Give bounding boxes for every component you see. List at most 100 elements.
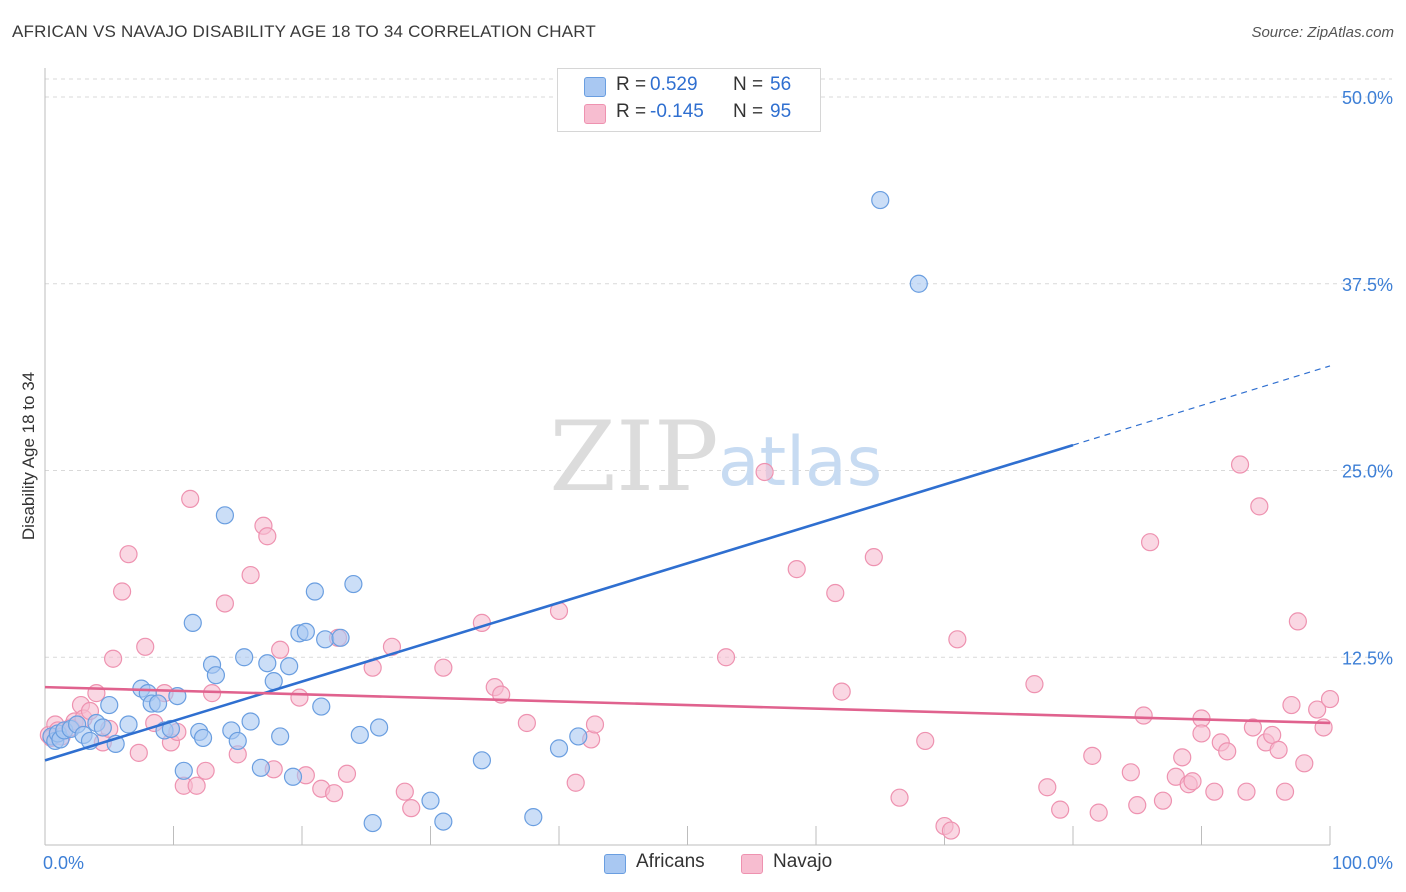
navajo-point bbox=[1089, 803, 1108, 822]
africans-point bbox=[344, 574, 363, 594]
r-label: R = bbox=[616, 74, 647, 95]
y-tick-label: 25.0% bbox=[1342, 462, 1393, 482]
navajo-point bbox=[1218, 742, 1237, 761]
navajo-point bbox=[196, 761, 215, 780]
navajo-point bbox=[1038, 778, 1057, 797]
africans-point bbox=[183, 613, 202, 632]
y-tick-label: 12.5% bbox=[1342, 648, 1393, 668]
africans-point bbox=[312, 697, 331, 716]
navajo-point bbox=[402, 799, 421, 818]
navajo-point bbox=[271, 640, 290, 659]
navajo-point bbox=[129, 743, 148, 762]
navajo-point bbox=[1237, 782, 1256, 801]
africans-point bbox=[215, 506, 234, 525]
axes bbox=[44, 68, 1331, 846]
navajo-point bbox=[1275, 782, 1295, 801]
africans-point bbox=[909, 274, 928, 293]
africans-point bbox=[421, 791, 440, 810]
y-axis-title: Disability Age 18 to 34 bbox=[19, 372, 38, 540]
navajo-point bbox=[241, 565, 260, 585]
africans-point bbox=[93, 718, 112, 737]
navajo-point bbox=[325, 784, 344, 803]
navajo-point bbox=[119, 545, 138, 564]
africans-point bbox=[569, 727, 588, 746]
navajo-point bbox=[395, 782, 414, 801]
navajo-point bbox=[434, 658, 453, 677]
navajo-point bbox=[585, 715, 605, 734]
source-credit: Source: ZipAtlas.com bbox=[1251, 24, 1394, 41]
africans-point bbox=[331, 628, 350, 647]
navajo-point bbox=[136, 637, 155, 656]
africans-trend-line bbox=[44, 443, 1074, 762]
navajo-point bbox=[826, 583, 845, 603]
navajo-point bbox=[1025, 675, 1044, 694]
navajo-point bbox=[1153, 791, 1173, 810]
africans-point bbox=[206, 666, 226, 685]
y-tick-label: 37.5% bbox=[1342, 275, 1393, 295]
correlation-legend: R = 0.529 N = 56 R = -0.145 N = 95 bbox=[557, 68, 821, 132]
series-legend: Africans Navajo bbox=[0, 851, 1406, 879]
legend-label-africans: Africans bbox=[636, 851, 705, 872]
navajo-point bbox=[187, 776, 206, 795]
navajo-point bbox=[290, 688, 309, 707]
africans-point bbox=[228, 731, 247, 751]
r-value-africans: 0.529 bbox=[650, 74, 698, 95]
navajo-point bbox=[890, 788, 909, 807]
africans-point bbox=[251, 758, 270, 777]
africans-trend-extension bbox=[1072, 365, 1331, 446]
trend-lines bbox=[44, 365, 1331, 762]
navajo-swatch bbox=[741, 854, 763, 874]
navajo-point bbox=[832, 682, 851, 701]
africans-point bbox=[280, 657, 299, 676]
africans-point bbox=[241, 712, 260, 731]
africans-point bbox=[174, 761, 193, 780]
watermark: ZIP atlas bbox=[549, 401, 882, 513]
watermark-zip: ZIP bbox=[549, 401, 718, 513]
navajo-trend-line bbox=[44, 685, 1331, 725]
navajo-point bbox=[1295, 754, 1314, 773]
watermark-atlas: atlas bbox=[718, 423, 882, 502]
africans-point bbox=[148, 694, 168, 713]
africans-point bbox=[549, 739, 569, 758]
navajo-point bbox=[1140, 533, 1160, 552]
africans-point bbox=[472, 751, 491, 770]
navajo-point bbox=[1205, 782, 1224, 801]
africans-point bbox=[434, 812, 453, 831]
africans-point bbox=[305, 582, 324, 601]
x-tick-label: 0.0% bbox=[43, 853, 84, 873]
navajo-point bbox=[787, 560, 806, 579]
navajo-points bbox=[39, 455, 1340, 840]
africans-point bbox=[363, 813, 382, 833]
navajo-point bbox=[1083, 746, 1102, 765]
navajo-point bbox=[1320, 689, 1340, 709]
navajo-point bbox=[941, 821, 961, 840]
africans-point bbox=[370, 718, 389, 737]
africans-point bbox=[271, 727, 290, 746]
y-tick-label: 50.0% bbox=[1342, 88, 1393, 108]
r-value-navajo: -0.145 bbox=[650, 101, 704, 122]
navajo-point bbox=[1051, 800, 1070, 819]
africans-point bbox=[350, 725, 369, 745]
navajo-point bbox=[1308, 700, 1327, 719]
n-label: N = bbox=[733, 74, 764, 95]
navajo-point bbox=[1121, 763, 1140, 782]
navajo-point bbox=[181, 489, 200, 508]
navajo-point bbox=[1128, 796, 1147, 815]
navajo-point bbox=[112, 582, 132, 601]
n-label: N = bbox=[733, 101, 764, 122]
navajo-point bbox=[1134, 706, 1153, 725]
africans-point bbox=[235, 648, 254, 667]
africans-point bbox=[524, 808, 543, 827]
africans-point bbox=[100, 695, 119, 715]
legend-label-navajo: Navajo bbox=[773, 851, 833, 872]
africans-point bbox=[283, 767, 303, 786]
navajo-point bbox=[1269, 740, 1288, 759]
africans-point bbox=[871, 190, 890, 210]
navajo-point bbox=[1173, 748, 1192, 767]
navajo-point bbox=[337, 764, 357, 783]
navajo-point bbox=[1183, 772, 1202, 791]
n-value-navajo: 95 bbox=[770, 101, 792, 122]
chart-title: AFRICAN VS NAVAJO DISABILITY AGE 18 TO 3… bbox=[12, 22, 596, 41]
n-value-africans: 56 bbox=[770, 74, 792, 95]
